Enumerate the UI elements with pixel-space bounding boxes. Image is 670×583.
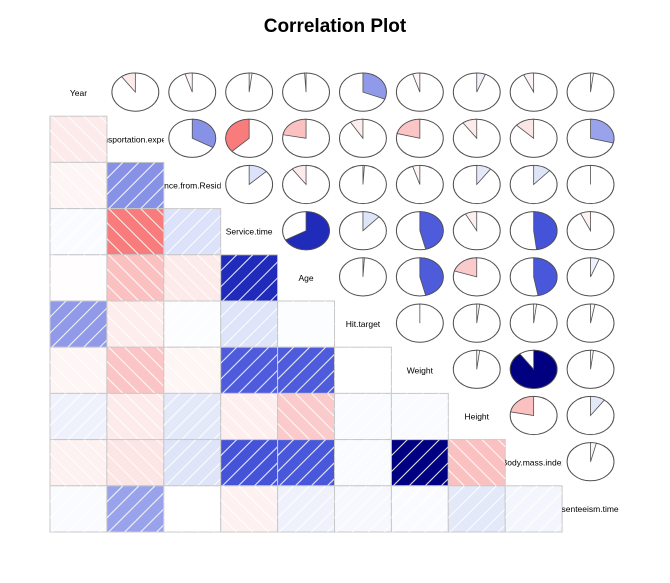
diag-label-9: Absenteeism.time.in.	[551, 504, 630, 514]
pie-slice-4-5	[362, 257, 365, 277]
hatch-6-3	[220, 347, 278, 394]
pie-slice-3-5	[362, 211, 380, 232]
pie-slice-0-9	[590, 72, 594, 93]
hatch-7-2	[163, 393, 221, 440]
pie-slice-0-2	[184, 72, 193, 93]
pie-slice-1-2	[191, 118, 217, 149]
hatch-6-0	[50, 347, 107, 394]
pie-slice-2-4	[291, 164, 307, 186]
hatch-6-4	[277, 347, 335, 394]
hatch-7-6	[391, 393, 449, 440]
hatch-4-2	[163, 254, 221, 302]
pie-slice-0-1	[120, 72, 136, 94]
pie-slice-3-4	[284, 211, 330, 251]
pie-slice-4-9	[590, 257, 600, 278]
diag-label-1: Transportation.expense	[91, 134, 180, 144]
pie-slice-6-7	[476, 349, 481, 370]
diag-label-5: Hit.target	[346, 319, 381, 329]
pie-slice-2-3	[248, 164, 267, 186]
diag-label-6: Weight	[407, 365, 434, 375]
pie-slice-8-9	[590, 442, 597, 462]
hatch-8-3	[220, 439, 278, 486]
hatch-6-5	[334, 347, 392, 394]
pie-slice-2-8	[533, 164, 551, 186]
pie-slice-7-8	[510, 395, 535, 416]
hatch-4-0	[50, 254, 107, 302]
pie-slice-7-9	[590, 395, 605, 417]
pie-slice-0-4	[304, 72, 307, 93]
hatch-7-0	[50, 393, 107, 440]
hatch-2-1	[106, 162, 164, 209]
diag-label-8: Body.mass.index	[502, 458, 567, 468]
hatch-8-7	[448, 439, 506, 486]
pie-slice-1-5	[349, 118, 364, 140]
pie-slice-3-6	[419, 211, 444, 250]
hatch-3-2	[163, 208, 221, 255]
diag-label-4: Age	[298, 273, 313, 283]
diag-label-3: Service.time	[226, 227, 273, 237]
pie-slice-1-3	[225, 118, 250, 152]
hatch-9-0	[50, 485, 107, 532]
pie-slice-6-8	[509, 349, 558, 389]
pie-slice-3-9	[579, 211, 591, 233]
pie-slice-5-8	[533, 303, 538, 324]
pie-slice-0-5	[362, 72, 387, 100]
pie-slice-1-7	[462, 118, 478, 140]
hatch-1-0	[50, 116, 107, 163]
pie-slice-0-8	[523, 72, 535, 94]
pie-slice-1-8	[515, 118, 535, 140]
pie-slice-0-7	[476, 72, 486, 93]
pie-slice-5-9	[590, 303, 596, 324]
pie-slice-1-6	[396, 118, 421, 139]
hatch-5-0	[50, 301, 107, 348]
pie-slice-3-7	[464, 211, 478, 233]
pie-slice-4-6	[419, 257, 444, 296]
diag-label-2: Distance.from.Residence	[145, 181, 240, 191]
pie-slice-2-6	[412, 164, 421, 185]
hatch-2-0	[50, 162, 107, 209]
pie-slice-4-7	[453, 257, 478, 278]
pie-slice-1-9	[590, 118, 615, 144]
pie-slice-0-6	[412, 72, 421, 93]
hatch-7-3	[220, 393, 278, 440]
hatch-9-4	[277, 485, 335, 532]
pie-slice-1-4	[282, 118, 307, 139]
hatch-9-2	[163, 485, 221, 532]
pie-slice-6-9	[590, 349, 594, 370]
hatch-9-7	[448, 485, 506, 532]
diag-label-7: Height	[464, 412, 489, 422]
hatch-3-0	[50, 208, 107, 255]
diag-label-0: Year	[70, 88, 87, 98]
hatch-9-6	[391, 485, 449, 532]
pie-slice-5-7	[476, 303, 481, 324]
hatch-6-2	[163, 347, 221, 394]
hatch-5-2	[163, 301, 221, 348]
hatch-9-8	[505, 485, 563, 532]
hatch-8-0	[50, 439, 107, 486]
pie-slice-3-8	[533, 211, 558, 251]
pie-slice-2-7	[476, 164, 492, 186]
hatch-5-4	[277, 301, 335, 348]
pie-slice-0-3	[248, 72, 253, 93]
hatch-4-3	[220, 254, 278, 302]
hatch-3-1	[106, 208, 164, 255]
hatch-9-3	[220, 485, 278, 532]
pie-slice-2-5	[362, 164, 365, 185]
hatch-5-3	[220, 301, 278, 348]
chart-title: Correlation Plot	[263, 16, 407, 37]
pie-slice-4-8	[533, 257, 558, 297]
hatch-8-2	[163, 439, 221, 486]
hatch-8-6	[391, 439, 449, 486]
